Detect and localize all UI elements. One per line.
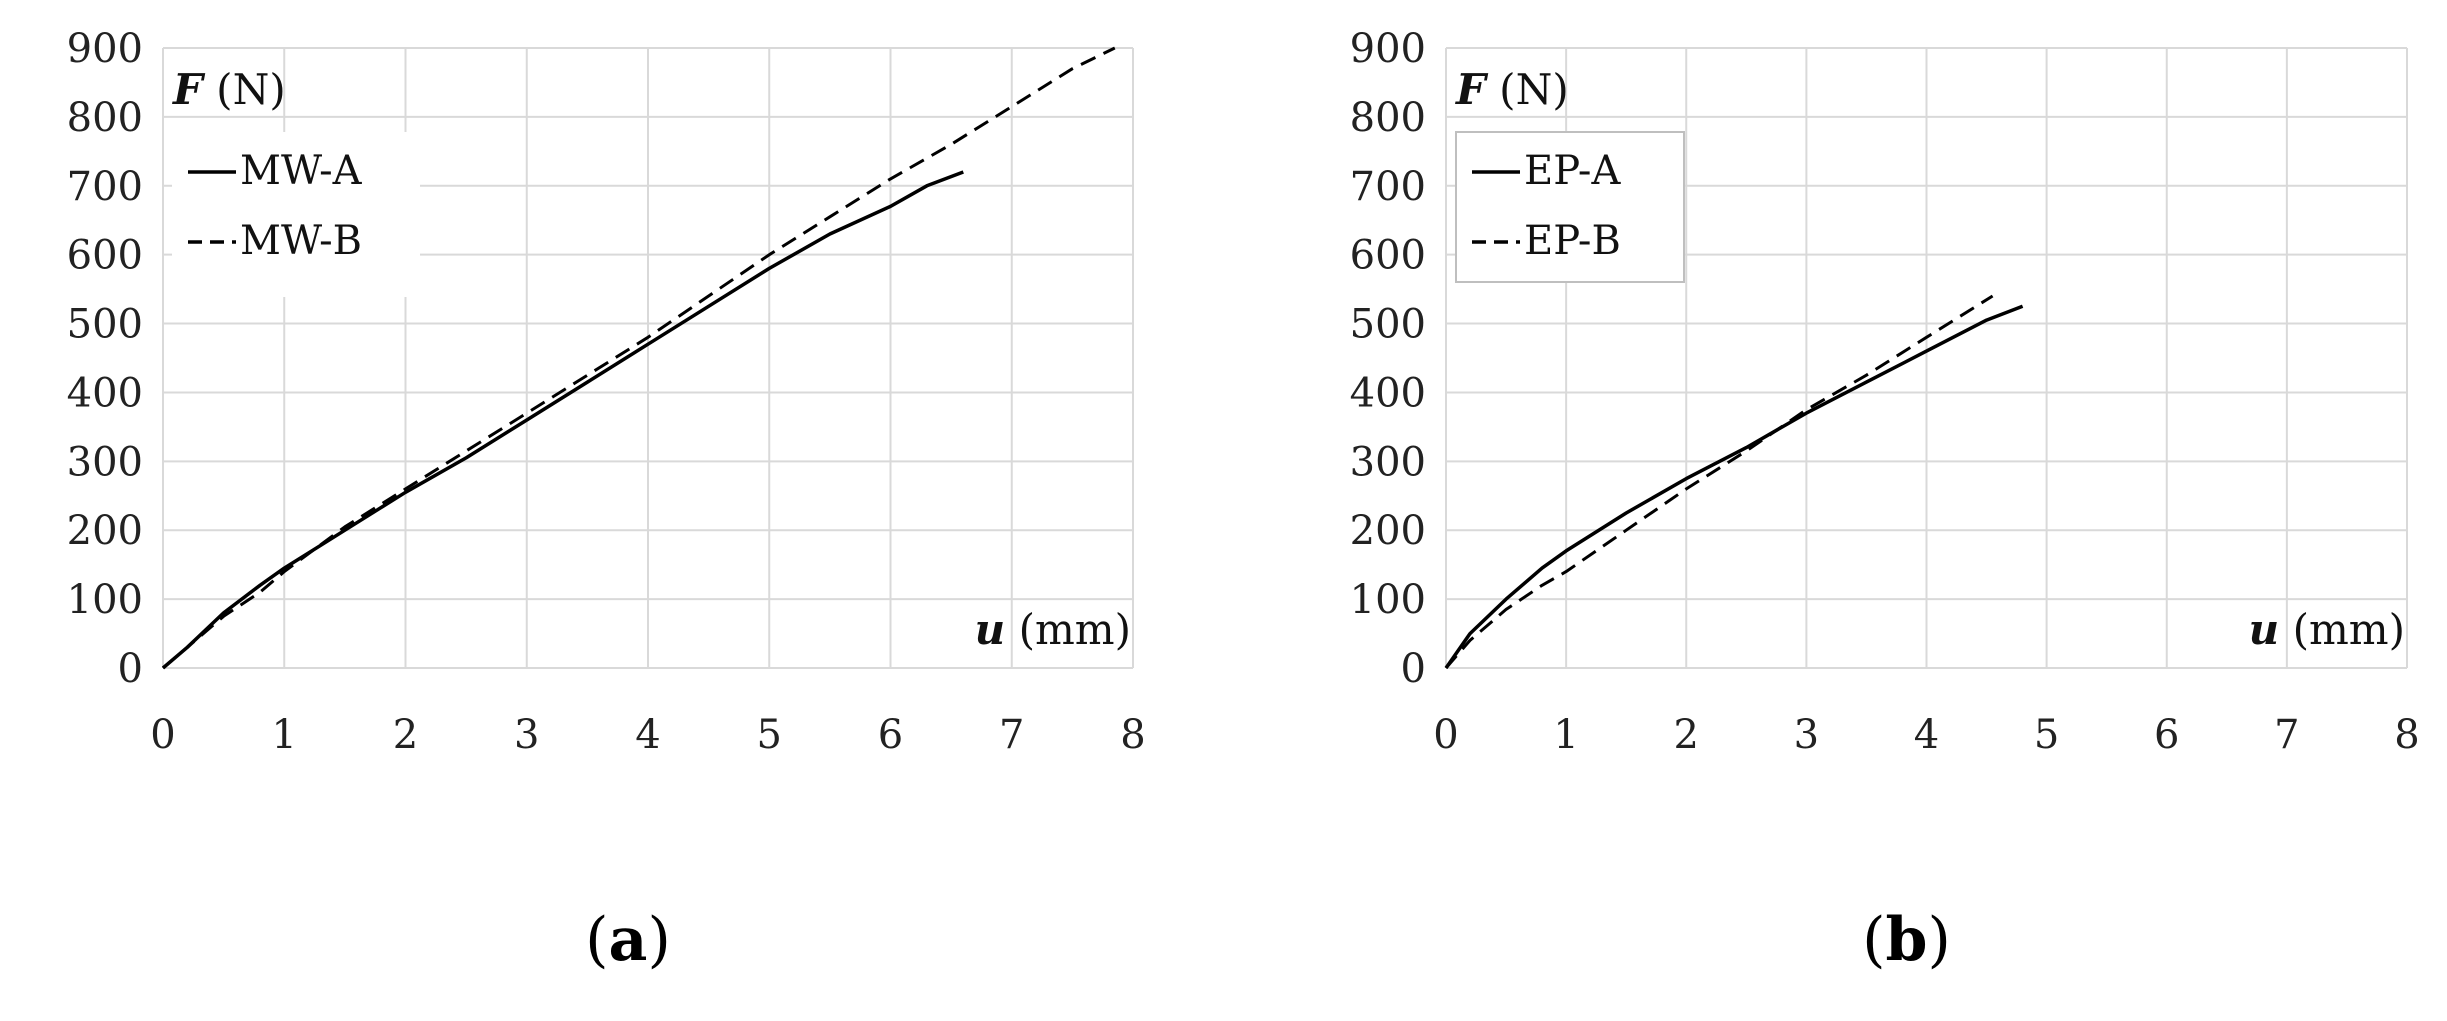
chart-a-y-tick-label: 100 bbox=[67, 577, 143, 623]
chart-a-panel-label-letter: a bbox=[609, 905, 648, 975]
chart-a-x-axis-title: u (mm) bbox=[975, 605, 1131, 654]
chart-b-y-tick-label: 600 bbox=[1350, 233, 1426, 279]
chart-b-series-line-ep-a bbox=[1444, 304, 2024, 670]
chart-a-legend-label: MW-A bbox=[240, 148, 363, 194]
chart-b-y-tick-label: 400 bbox=[1350, 370, 1426, 416]
chart-a-gridlines bbox=[162, 47, 1134, 669]
chart-a-panel-label: (a) bbox=[585, 905, 671, 975]
chart-b-panel-label-close: ) bbox=[1927, 905, 1950, 975]
chart-a-y-tick-label: 400 bbox=[67, 370, 143, 416]
chart-a-y-axis-title-var: F bbox=[172, 65, 206, 114]
chart-b-panel-label-letter: b bbox=[1886, 905, 1928, 975]
chart-a-y-tick-label: 700 bbox=[67, 164, 143, 210]
chart-a-x-axis-title-unit: (mm) bbox=[1005, 605, 1131, 654]
chart-b-legend-label: EP-A bbox=[1524, 148, 1621, 194]
chart-b-y-tick-label: 0 bbox=[1401, 646, 1426, 692]
chart-b-x-tick-label: 5 bbox=[2034, 712, 2059, 758]
chart-b-y-tick-label: 500 bbox=[1350, 302, 1426, 348]
chart-b-legend: EP-A EP-B bbox=[1455, 131, 1685, 283]
chart-a-y-tick-label: 200 bbox=[67, 508, 143, 554]
chart-a-x-tick-label: 5 bbox=[757, 712, 782, 758]
chart-a-panel-label-close: ) bbox=[647, 905, 670, 975]
chart-b-series-line-ep-b bbox=[1444, 294, 1994, 669]
chart-panel-a: 0 100 200 300 400 500 600 700 800 900 0 1 2 3 4 5 6 7 8 F (… bbox=[67, 26, 1146, 975]
chart-b-y-tick-label: 800 bbox=[1350, 95, 1426, 141]
chart-panel-b: 0 100 200 300 400 500 600 700 800 900 0 1 2 3 4 5 6 7 8 F (… bbox=[1224, 0, 2447, 1021]
chart-a-x-tick-label: 2 bbox=[393, 712, 418, 758]
chart-a-y-tick-label: 900 bbox=[67, 26, 143, 72]
chart-b-legend-label: EP-B bbox=[1524, 218, 1621, 264]
chart-b-y-tick-label: 100 bbox=[1350, 577, 1426, 623]
chart-b-x-tick-label: 8 bbox=[2394, 712, 2419, 758]
chart-a-legend-box bbox=[172, 132, 420, 297]
chart-b-y-axis-title-unit: (N) bbox=[1486, 65, 1569, 114]
chart-a-y-tick-label: 800 bbox=[67, 95, 143, 141]
chart-b-y-tick-label: 900 bbox=[1350, 26, 1426, 72]
chart-b-x-tick-label: 4 bbox=[1914, 712, 1939, 758]
chart-a-y-tick-label: 300 bbox=[67, 439, 143, 485]
chart-b-legend-box bbox=[1455, 131, 1685, 283]
chart-b-x-tick-label: 0 bbox=[1433, 712, 1458, 758]
chart-a-legend-label: MW-B bbox=[240, 218, 362, 264]
chart-b-x-tick-label: 3 bbox=[1794, 712, 1819, 758]
chart-b-x-axis-title-var: u bbox=[2249, 605, 2280, 654]
chart-a-x-tick-label: 7 bbox=[999, 712, 1024, 758]
chart-a-y-tick-label: 500 bbox=[67, 302, 143, 348]
chart-a-panel-label-open: ( bbox=[585, 905, 608, 975]
chart-a-y-tick-label: 600 bbox=[67, 233, 143, 279]
chart-a-svg: 0 100 200 300 400 500 600 700 800 900 0 1 2 3 4 5 6 7 8 F (… bbox=[67, 26, 1146, 975]
chart-b-x-axis-title-unit: (mm) bbox=[2279, 605, 2405, 654]
chart-b-y-axis-title: F (N) bbox=[1455, 65, 1569, 114]
chart-b-y-axis-title-var: F bbox=[1455, 65, 1489, 114]
chart-a-x-tick-label: 3 bbox=[514, 712, 539, 758]
chart-b-panel-label: (b) bbox=[1862, 905, 1951, 975]
chart-b-x-axis-title: u (mm) bbox=[2249, 605, 2405, 654]
chart-a-x-axis-title-var: u bbox=[975, 605, 1006, 654]
chart-b-y-tick-label: 700 bbox=[1350, 164, 1426, 210]
chart-b-x-tick-label: 1 bbox=[1553, 712, 1578, 758]
chart-b-y-tick-label: 300 bbox=[1350, 439, 1426, 485]
chart-b-svg: 0 100 200 300 400 500 600 700 800 900 0 1 2 3 4 5 6 7 8 F (… bbox=[1350, 26, 2420, 975]
chart-a-y-axis-title-unit: (N) bbox=[203, 65, 286, 114]
chart-a-x-tick-label: 4 bbox=[635, 712, 660, 758]
chart-a-x-tick-label: 6 bbox=[878, 712, 903, 758]
chart-a-x-tick-label: 1 bbox=[272, 712, 297, 758]
chart-b-x-tick-label: 7 bbox=[2274, 712, 2299, 758]
chart-b-y-tick-label: 200 bbox=[1350, 508, 1426, 554]
chart-b-x-tick-label: 6 bbox=[2154, 712, 2179, 758]
chart-b-x-tick-label: 2 bbox=[1674, 712, 1699, 758]
chart-b-panel-label-open: ( bbox=[1862, 905, 1885, 975]
chart-a-y-tick-label: 0 bbox=[118, 646, 143, 692]
chart-a-legend: MW-A MW-B bbox=[172, 132, 420, 297]
chart-a-x-tick-label: 8 bbox=[1120, 712, 1145, 758]
chart-a-y-axis-title: F (N) bbox=[172, 65, 286, 114]
chart-a-x-tick-label: 0 bbox=[150, 712, 175, 758]
chart-a-series-line-mw-a bbox=[161, 170, 964, 670]
